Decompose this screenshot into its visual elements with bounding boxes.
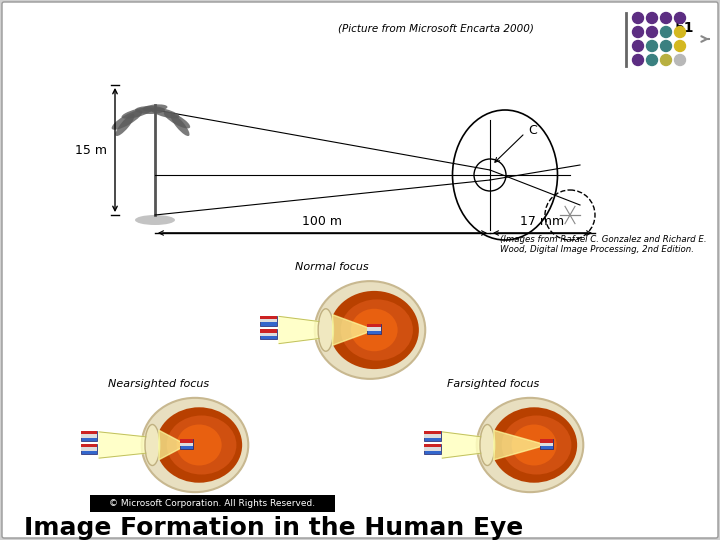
Bar [81,444,97,448]
Ellipse shape [142,398,248,492]
Text: Normal focus: Normal focus [295,262,369,272]
Ellipse shape [318,309,333,351]
Text: Farsighted focus: Farsighted focus [447,379,539,389]
Text: 15 m: 15 m [75,144,107,157]
Circle shape [660,40,672,51]
Bar [261,329,277,333]
Bar [180,439,194,443]
Ellipse shape [477,398,583,492]
Bar [81,448,97,451]
Circle shape [632,55,644,65]
Circle shape [660,12,672,24]
Ellipse shape [511,424,557,465]
Text: Image Formation in the Human Eye: Image Formation in the Human Eye [24,516,523,539]
Bar [424,434,441,437]
Polygon shape [279,316,319,343]
Bar [424,431,441,441]
Polygon shape [99,432,145,458]
Bar [180,439,194,449]
Circle shape [660,55,672,65]
Circle shape [675,55,685,65]
Polygon shape [494,430,546,460]
Bar [261,319,277,322]
Polygon shape [333,315,374,345]
Bar [540,439,553,443]
Ellipse shape [122,107,153,119]
Circle shape [675,26,685,37]
Text: © Microsoft Corporation. All Rights Reserved.: © Microsoft Corporation. All Rights Rese… [109,499,315,508]
Circle shape [647,26,657,37]
Bar [90,495,335,512]
Text: 100 m: 100 m [302,215,343,228]
Circle shape [675,12,685,24]
Ellipse shape [502,415,572,475]
Bar [367,324,381,334]
Bar [81,444,97,454]
Bar [81,434,97,437]
Bar [424,444,441,454]
Bar [81,431,97,434]
Circle shape [675,40,685,51]
Text: C: C [528,124,536,137]
Bar [424,444,441,448]
Bar [540,439,553,449]
Circle shape [647,40,657,51]
Circle shape [660,26,672,37]
Ellipse shape [315,281,426,379]
Bar [261,315,277,326]
Bar [261,315,277,319]
Ellipse shape [480,424,495,465]
Bar [540,443,553,446]
Bar [424,448,441,451]
Bar [261,329,277,339]
Bar [261,333,277,336]
Text: Nearsighted focus: Nearsighted focus [107,379,209,389]
Ellipse shape [491,407,577,483]
Circle shape [632,26,644,37]
Circle shape [632,40,644,51]
Bar [367,327,381,331]
Bar [180,443,194,446]
Bar [424,431,441,434]
Circle shape [632,12,644,24]
Text: (Picture from Microsoft Encarta 2000): (Picture from Microsoft Encarta 2000) [338,23,534,33]
Ellipse shape [176,424,222,465]
Ellipse shape [115,114,135,136]
Ellipse shape [341,299,413,361]
Circle shape [647,55,657,65]
Ellipse shape [156,407,242,483]
Ellipse shape [135,106,165,114]
Text: (Images from Rafael C. Gonzalez and Richard E.
Wood, Digital Image Processing, 2: (Images from Rafael C. Gonzalez and Rich… [500,235,707,254]
Bar [367,324,381,327]
Ellipse shape [135,215,175,225]
Polygon shape [159,430,186,460]
Ellipse shape [164,112,190,129]
Ellipse shape [150,107,179,118]
Bar [81,431,97,441]
Ellipse shape [167,415,236,475]
Ellipse shape [330,291,419,369]
Polygon shape [442,432,481,458]
Ellipse shape [112,110,143,130]
Circle shape [647,12,657,24]
Text: 51: 51 [675,21,695,35]
Ellipse shape [145,424,160,465]
Ellipse shape [171,114,189,136]
Ellipse shape [351,309,397,351]
Text: 17 mm: 17 mm [521,215,564,228]
Ellipse shape [143,104,168,112]
